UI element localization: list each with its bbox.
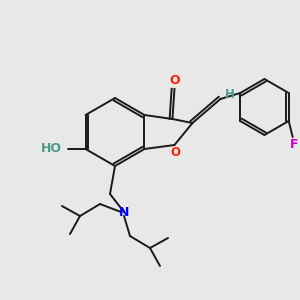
Text: N: N bbox=[119, 206, 129, 218]
Text: HO: HO bbox=[41, 142, 62, 155]
Text: H: H bbox=[224, 88, 234, 101]
Text: F: F bbox=[290, 137, 298, 151]
Text: O: O bbox=[170, 146, 180, 158]
Text: O: O bbox=[169, 74, 180, 88]
